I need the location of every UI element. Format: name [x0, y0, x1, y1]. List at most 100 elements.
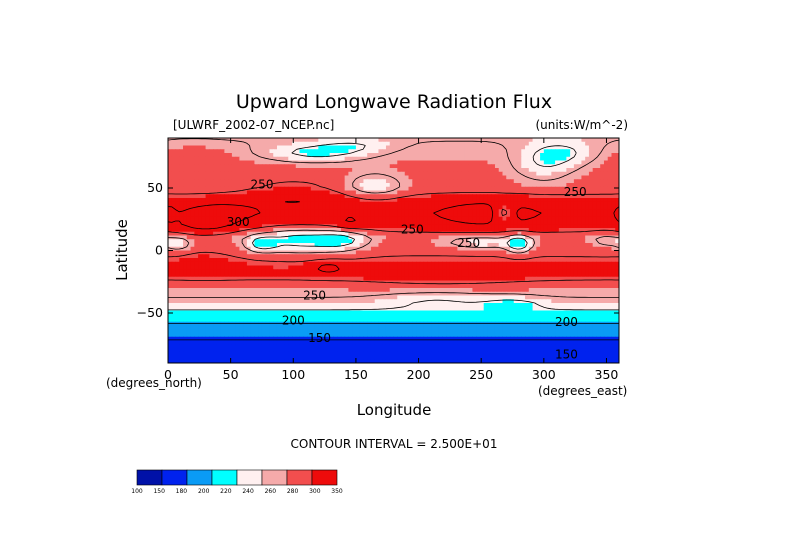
heatmap-cell [532, 213, 537, 218]
heatmap-cell [615, 239, 620, 244]
heatmap-cell [468, 265, 473, 270]
heatmap-cell [246, 205, 252, 210]
heatmap-cell [461, 284, 466, 289]
heatmap-cell [352, 213, 357, 218]
heatmap-cell [581, 138, 586, 143]
heatmap-cell [228, 280, 233, 285]
heatmap-cell [412, 145, 417, 150]
heatmap-cell [596, 276, 601, 281]
heatmap-cell [307, 209, 312, 214]
heatmap-cell [273, 179, 278, 184]
heatmap-cell [401, 138, 406, 143]
heatmap-cell [476, 246, 481, 251]
heatmap-cell [288, 149, 293, 154]
heatmap-cell [581, 201, 586, 206]
heatmap-cell [325, 179, 331, 184]
heatmap-cell [581, 280, 586, 285]
heatmap-cell [344, 141, 349, 146]
heatmap-cell [228, 213, 233, 218]
heatmap-cell [543, 280, 549, 285]
heatmap-cell [592, 280, 597, 285]
heatmap-cell [322, 209, 327, 214]
heatmap-cell [416, 250, 421, 255]
heatmap-cell [329, 213, 334, 218]
heatmap-cell [449, 175, 455, 180]
heatmap-cell [423, 205, 428, 210]
heatmap-cell [198, 183, 203, 188]
heatmap-cell [525, 269, 530, 274]
heatmap-cell [310, 288, 316, 293]
heatmap-cell [175, 183, 180, 188]
heatmap-cell [190, 235, 195, 240]
heatmap-cell [592, 265, 597, 270]
heatmap-cell [479, 153, 485, 158]
heatmap-cell [603, 190, 609, 195]
heatmap-cell [179, 276, 184, 281]
heatmap-cell [498, 224, 503, 229]
heatmap-cell [438, 254, 443, 259]
heatmap-cell [408, 261, 413, 266]
heatmap-cell [603, 205, 609, 210]
heatmap-cell [449, 194, 455, 199]
heatmap-cell [416, 149, 421, 154]
heatmap-cell [517, 288, 522, 293]
heatmap-cell [494, 246, 500, 251]
heatmap-cell [551, 145, 556, 150]
heatmap-cell [269, 141, 274, 146]
heatmap-cell [382, 186, 387, 191]
heatmap-cell [186, 201, 192, 206]
heatmap-cell [596, 243, 601, 248]
heatmap-cell [416, 153, 421, 158]
heatmap-cell [615, 145, 620, 150]
heatmap-cell [352, 291, 357, 296]
heatmap-cell [517, 175, 522, 180]
heatmap-cell [397, 171, 402, 176]
heatmap-cell [318, 149, 323, 154]
heatmap-cell [543, 239, 549, 244]
heatmap-cell [412, 288, 417, 293]
heatmap-cell [363, 198, 368, 203]
heatmap-cell [525, 141, 530, 146]
heatmap-cell [476, 198, 481, 203]
heatmap-cell [498, 156, 503, 161]
heatmap-cell [385, 138, 391, 143]
heatmap-cell [243, 254, 248, 259]
heatmap-cell [318, 138, 323, 143]
heatmap-cell [472, 194, 477, 199]
heatmap-cell [179, 179, 184, 184]
heatmap-cell [190, 269, 195, 274]
heatmap-cell [175, 284, 180, 289]
heatmap-cell [385, 175, 391, 180]
heatmap-cell [183, 224, 188, 229]
heatmap-cell [258, 276, 263, 281]
heatmap-cell [216, 216, 222, 221]
heatmap-cell [363, 209, 368, 214]
heatmap-cell [592, 149, 597, 154]
heatmap-cell [299, 246, 304, 251]
heatmap-cell [359, 186, 364, 191]
heatmap-cell [494, 284, 500, 289]
heatmap-cell [329, 183, 334, 188]
heatmap-cell [510, 228, 515, 233]
heatmap-cell [235, 231, 240, 236]
heatmap-cell [577, 243, 582, 248]
heatmap-cell [288, 205, 293, 210]
heatmap-cell [310, 216, 316, 221]
heatmap-cell [464, 153, 470, 158]
heatmap-cell [464, 149, 470, 154]
heatmap-cell [190, 250, 195, 255]
heatmap-cell [183, 269, 188, 274]
heatmap-cell [540, 220, 545, 225]
heatmap-cell [449, 220, 455, 225]
heatmap-cell [558, 246, 564, 251]
heatmap-cell [284, 190, 289, 195]
heatmap-cell [224, 213, 229, 218]
heatmap-cell [427, 153, 432, 158]
heatmap-cell [168, 198, 173, 203]
heatmap-cell [382, 183, 387, 188]
heatmap-cell [295, 239, 301, 244]
heatmap-cell [498, 183, 503, 188]
heatmap-cell [276, 149, 282, 154]
heatmap-cell [385, 261, 391, 266]
heatmap-cell [517, 164, 522, 169]
